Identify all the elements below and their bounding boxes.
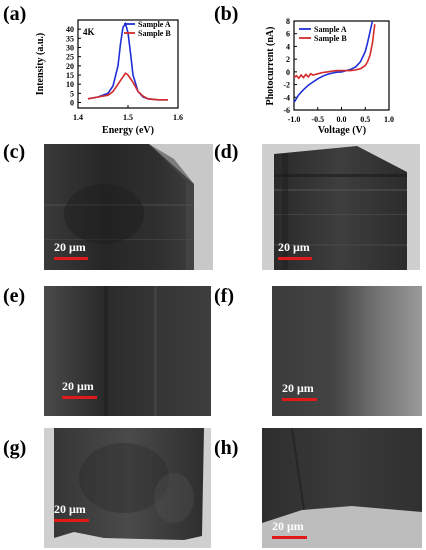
chart-b-ytick-label: 8 <box>286 17 290 26</box>
chart-b-series-sample-b-line <box>293 24 376 80</box>
chart-b-xtick-label: -0.5 <box>311 115 324 124</box>
chart-a-legend-label-sample-b: Sample B <box>138 29 171 38</box>
chart-a-xtick-label: 1.6 <box>173 113 183 122</box>
scale-bar-f <box>282 398 317 401</box>
micrograph-g: 20 μm <box>44 428 211 548</box>
panel-label-e: (e) <box>3 285 26 307</box>
panel-label-g: (g) <box>3 437 27 459</box>
micrograph-f-image <box>262 286 422 416</box>
panel-label-c: (c) <box>3 141 26 163</box>
chart-a-ytick-label: 10 <box>66 80 74 89</box>
panel-label-h: (h) <box>214 437 239 459</box>
chart-b-xlabel: Voltage (V) <box>318 125 366 136</box>
chart-a-ytick-label: 30 <box>66 44 74 53</box>
micrograph-f: 20 μm <box>262 286 422 416</box>
chart-b-ytick-label: -6 <box>283 106 290 115</box>
scale-label-c: 20 μm <box>54 240 86 254</box>
micrograph-h: 20 μm <box>262 428 422 548</box>
scale-label-e: 20 μm <box>62 379 94 393</box>
chart-b-ytick-label: 6 <box>286 30 290 39</box>
micrograph-c-image <box>44 144 213 270</box>
scale-label-h: 20 μm <box>272 519 304 533</box>
scale-label-f: 20 μm <box>282 381 314 395</box>
chart-a-legend-label-sample-a: Sample A <box>138 20 171 29</box>
micrograph-d: 20 μm <box>262 144 420 270</box>
chart-b-ytick-label: -2 <box>283 81 290 90</box>
chart-a-xtick-label: 1.5 <box>123 113 133 122</box>
scale-label-g: 20 μm <box>54 502 86 516</box>
chart-a-ylabel: Intensity (a.u.) <box>35 33 46 96</box>
chart-b-xtick-label: 0.0 <box>337 115 347 124</box>
chart-a-ytick-label: 15 <box>66 71 74 80</box>
chart-b-xtick-label: -1.0 <box>288 115 301 124</box>
chart-a-ytick-label: 20 <box>66 62 74 71</box>
chart-b-ytick-label: 2 <box>286 55 290 64</box>
panel-label-a: (a) <box>3 3 27 25</box>
chart-b-ytick-label: 4 <box>286 42 290 51</box>
chart-a-ytick-label: 25 <box>66 53 74 62</box>
chart-b-legend-label-sample-b: Sample B <box>314 34 347 43</box>
chart-b-xtick-label: 1.0 <box>384 115 394 124</box>
chart-b-ylabel: Photocurrent (nA) <box>265 27 276 106</box>
micrograph-g-image <box>44 428 211 548</box>
scale-bar-c <box>54 257 88 260</box>
scale-bar-d <box>278 257 312 260</box>
micrograph-c: 20 μm <box>44 144 213 270</box>
chart-a-xtick-label: 1.4 <box>73 113 83 122</box>
chart-b-ytick-label: -4 <box>283 93 290 102</box>
micrograph-e: 20 μm <box>44 286 211 416</box>
scale-bar-e <box>62 396 97 399</box>
chart-b-xtick-label: 0.5 <box>360 115 370 124</box>
micrograph-e-image <box>44 286 211 416</box>
chart-b-legend-label-sample-a: Sample A <box>314 25 347 34</box>
panel-label-b: (b) <box>214 3 239 25</box>
chart-a-ytick-label: 5 <box>70 89 74 98</box>
scale-bar-h <box>272 536 307 539</box>
chart-a-annotation: 4K <box>83 27 95 37</box>
micrograph-d-image <box>262 144 420 270</box>
micrograph-h-image <box>262 428 422 548</box>
chart-a-xlabel: Energy (eV) <box>102 125 154 136</box>
chart-b-ytick-label: 0 <box>286 68 290 77</box>
scale-bar-g <box>54 519 89 522</box>
panel-label-f: (f) <box>214 285 234 307</box>
chart-b-series-sample-a-line <box>293 20 374 103</box>
chart-b: -6 -4 -2 0 2 4 6 8 -1.0 -0.5 0.0 0.5 1.0 Sample A S… <box>265 17 394 136</box>
chart-a-series-sample-b-line <box>87 72 168 101</box>
chart-a-ytick-label: 40 <box>66 25 74 34</box>
panel-label-d: (d) <box>214 141 239 163</box>
scale-label-d: 20 μm <box>278 240 310 254</box>
chart-a-ytick-label: 35 <box>66 34 74 43</box>
chart-a-ytick-label: 0 <box>70 99 74 108</box>
